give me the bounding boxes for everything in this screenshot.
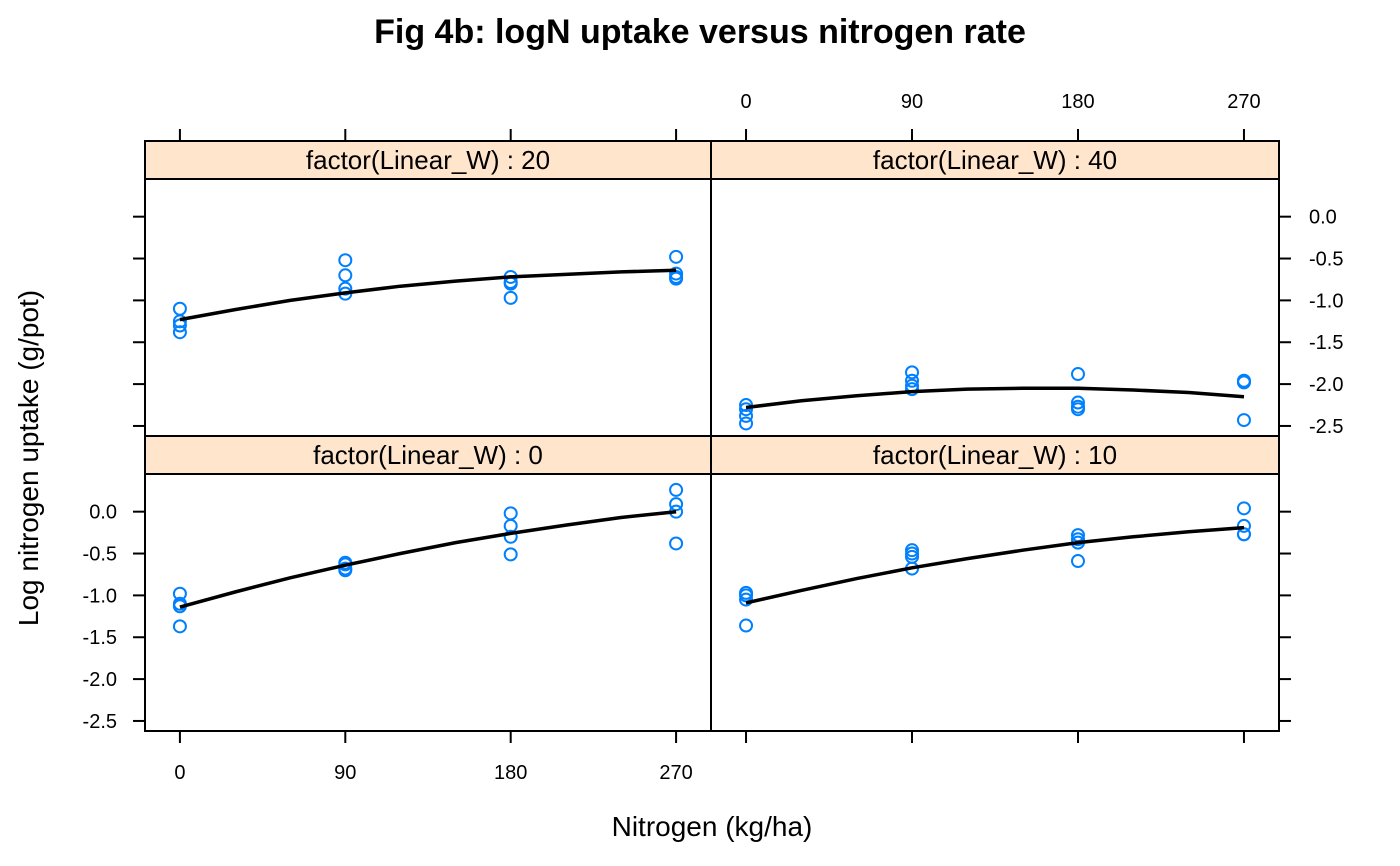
x-tick-label-bottom: 180 <box>494 762 527 784</box>
panel-4: factor(Linear_W) : 10 <box>710 435 1280 732</box>
data-point <box>503 290 518 305</box>
chart-title: Fig 4b: logN uptake versus nitrogen rate <box>374 13 1026 51</box>
y-axis-title: Log nitrogen uptake (g/pot) <box>13 290 44 626</box>
y-tick-label-left: -0.5 <box>83 544 117 566</box>
data-point <box>1236 527 1251 542</box>
y-tick-label-left: -2.0 <box>83 669 117 691</box>
data-point <box>1070 367 1085 382</box>
outer-frame <box>144 140 1280 732</box>
data-point <box>1070 395 1085 410</box>
data-point <box>1236 501 1251 516</box>
data-point <box>172 314 187 329</box>
strip-label: factor(Linear_W) : 20 <box>306 145 550 175</box>
panel-3: factor(Linear_W) : 0 <box>144 435 712 732</box>
strip-label: factor(Linear_W) : 40 <box>873 145 1117 175</box>
data-point <box>1236 413 1251 428</box>
x-axis-title: Nitrogen (kg/ha) <box>612 811 813 842</box>
data-point <box>669 497 684 512</box>
fit-curve <box>745 525 1245 605</box>
x-tick-label-bottom: 270 <box>659 762 692 784</box>
x-tick-label-top: 0 <box>740 91 751 113</box>
fit-curve <box>179 509 677 609</box>
data-point <box>739 592 754 607</box>
strip-label: factor(Linear_W) : 10 <box>873 440 1117 470</box>
panels-layer: factor(Linear_W) : 20 factor(Linear_W) : … <box>144 140 1280 732</box>
y-tick-label-left: 0.0 <box>89 502 117 524</box>
data-point <box>739 408 754 423</box>
y-tick-label-right: -1.5 <box>1309 332 1343 354</box>
data-point <box>503 506 518 521</box>
strip-label: factor(Linear_W) : 0 <box>313 440 543 470</box>
data-point <box>1070 402 1085 417</box>
panel-frame <box>144 473 712 732</box>
y-tick-label-right: -2.5 <box>1309 416 1343 438</box>
panel-1: factor(Linear_W) : 20 <box>144 140 712 437</box>
panel-frame <box>710 473 1280 732</box>
data-point <box>338 268 353 283</box>
data-point <box>1236 375 1251 390</box>
y-tick-label-left: -1.5 <box>83 627 117 649</box>
x-tick-label-top: 270 <box>1227 91 1260 113</box>
x-tick-label-top: 180 <box>1061 91 1094 113</box>
y-tick-label-left: -1.0 <box>83 585 117 607</box>
data-point <box>905 365 920 380</box>
data-point <box>669 271 684 286</box>
y-tick-label-right: -0.5 <box>1309 249 1343 271</box>
data-point <box>172 301 187 316</box>
panel-frame <box>144 178 712 437</box>
data-point <box>905 373 920 388</box>
data-point <box>172 619 187 634</box>
data-point <box>669 249 684 264</box>
y-tick-label-right: -1.0 <box>1309 290 1343 312</box>
data-point <box>1236 518 1251 533</box>
y-tick-label-right: -2.0 <box>1309 374 1343 396</box>
data-point <box>739 402 754 417</box>
y-tick-label-left: -2.5 <box>83 711 117 733</box>
x-tick-label-bottom: 90 <box>334 762 356 784</box>
data-point <box>669 536 684 551</box>
axes-layer: 0 90 180 270 0 90 180 270 0.0 -0.5 -1.0 -1.5 -2.0 -2.… <box>83 91 1344 784</box>
data-point <box>172 325 187 340</box>
data-point <box>1070 554 1085 569</box>
data-point <box>669 482 684 497</box>
data-point <box>503 529 518 544</box>
data-point <box>905 382 920 397</box>
data-point <box>739 618 754 633</box>
x-tick-label-bottom: 0 <box>174 762 185 784</box>
panel-frame <box>710 178 1280 437</box>
y-tick-label-right: 0.0 <box>1309 207 1337 229</box>
fit-curve <box>179 268 677 322</box>
data-point <box>503 547 518 562</box>
x-tick-label-top: 90 <box>901 91 923 113</box>
data-point <box>739 416 754 431</box>
data-point <box>338 253 353 268</box>
panel-2: factor(Linear_W) : 40 <box>710 140 1280 437</box>
fit-curve <box>745 386 1245 410</box>
